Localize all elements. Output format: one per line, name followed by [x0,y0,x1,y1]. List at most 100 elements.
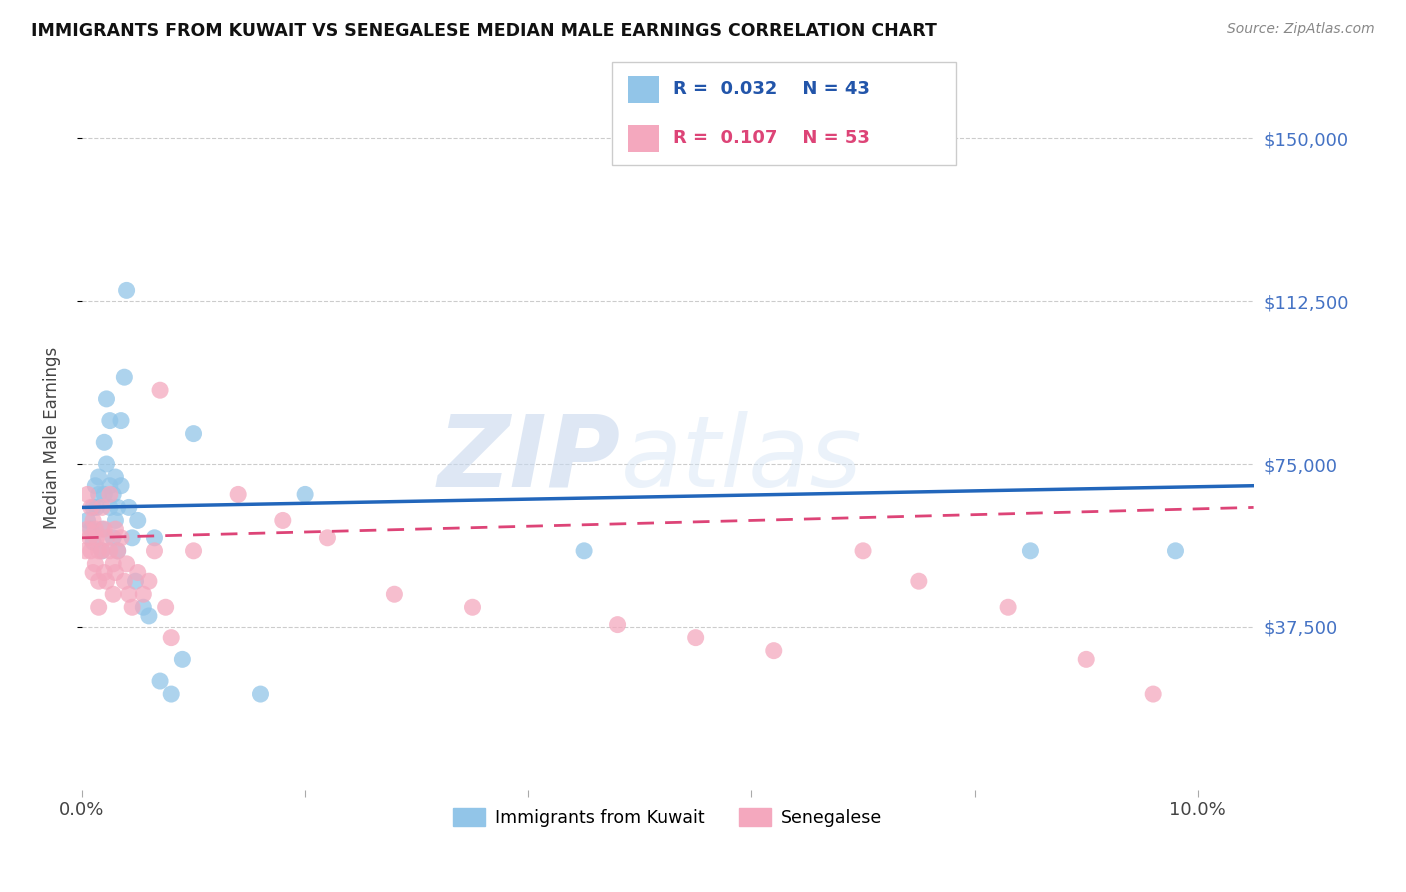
Point [172,652,194,666]
Text: R =  0.032    N = 43: R = 0.032 N = 43 [673,80,870,98]
Text: atlas: atlas [621,410,862,508]
Point [82,513,104,527]
Legend: Immigrants from Kuwait, Senegalese: Immigrants from Kuwait, Senegalese [446,801,889,834]
Point [103,487,125,501]
Point [75,544,97,558]
Point [685,631,707,645]
Point [112,370,135,384]
Point [110,414,132,428]
Point [80,544,103,558]
Point [98,500,121,515]
Point [1164,544,1187,558]
Point [87,600,110,615]
Point [183,426,205,441]
Point [103,587,125,601]
Point [121,600,143,615]
Point [93,566,115,580]
Point [91,544,114,558]
Point [107,544,129,558]
Point [104,522,127,536]
Point [91,500,114,515]
Point [762,643,785,657]
Point [127,566,149,580]
Point [87,487,110,501]
Point [96,457,118,471]
Point [606,617,628,632]
Point [1142,687,1164,701]
Point [149,674,172,689]
Point [98,479,121,493]
Point [79,531,101,545]
Point [87,574,110,589]
Point [80,500,103,515]
Text: R =  0.107    N = 53: R = 0.107 N = 53 [673,129,870,147]
Point [76,487,98,501]
Point [121,531,143,545]
Point [104,470,127,484]
Point [155,600,177,615]
Text: IMMIGRANTS FROM KUWAIT VS SENEGALESE MEDIAN MALE EARNINGS CORRELATION CHART: IMMIGRANTS FROM KUWAIT VS SENEGALESE MED… [31,22,936,40]
Point [103,557,125,571]
Point [84,557,107,571]
Point [138,609,160,624]
Point [91,544,114,558]
Point [98,414,121,428]
Point [572,544,595,558]
Point [110,479,132,493]
Point [93,487,115,501]
Point [82,500,104,515]
Point [82,566,104,580]
Point [96,574,118,589]
Point [226,487,249,501]
Point [93,522,115,536]
Point [1019,544,1042,558]
Point [107,500,129,515]
Point [80,522,103,536]
Point [160,687,183,701]
Text: Source: ZipAtlas.com: Source: ZipAtlas.com [1227,22,1375,37]
Point [84,522,107,536]
Point [132,600,155,615]
Point [132,587,155,601]
Point [107,544,129,558]
Point [1076,652,1098,666]
Point [76,513,98,527]
Text: ZIP: ZIP [437,410,621,508]
Y-axis label: Median Male Earnings: Median Male Earnings [44,347,60,529]
Point [138,574,160,589]
Point [143,531,166,545]
Point [160,631,183,645]
Point [87,544,110,558]
Point [96,531,118,545]
Point [96,392,118,406]
Point [294,487,316,501]
Point [384,587,406,601]
Point [82,535,104,549]
Point [91,522,114,536]
Point [852,544,875,558]
Point [76,522,98,536]
Point [115,284,138,298]
Point [115,557,138,571]
Point [86,500,108,515]
Point [461,600,484,615]
Point [104,566,127,580]
Point [118,500,141,515]
Point [183,544,205,558]
Point [118,587,141,601]
Point [316,531,339,545]
Point [86,531,108,545]
Point [104,513,127,527]
Point [84,479,107,493]
Point [87,470,110,484]
Point [908,574,931,589]
Point [112,574,135,589]
Point [110,531,132,545]
Point [103,531,125,545]
Point [149,383,172,397]
Point [124,574,146,589]
Point [93,435,115,450]
Point [249,687,271,701]
Point [127,513,149,527]
Point [997,600,1019,615]
